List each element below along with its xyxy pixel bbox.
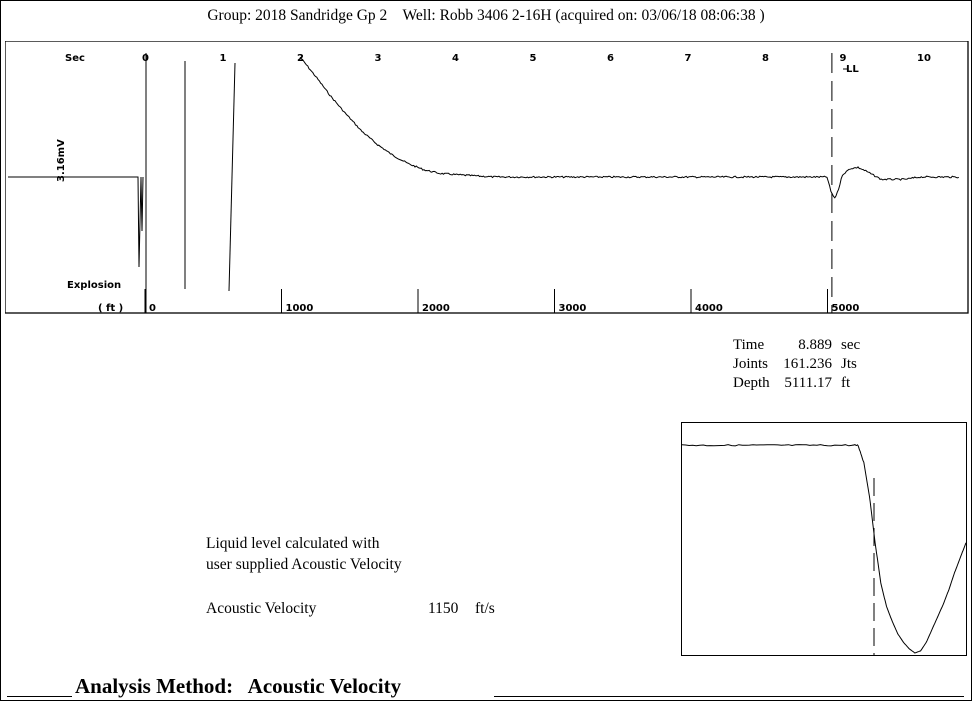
explosion-line-2 [228, 62, 236, 292]
sec-tick-label: 4 [452, 53, 459, 64]
analysis-method-footer: Analysis Method: Acoustic Velocity [1, 669, 972, 699]
echometer-trace-chart: 0 1 2 3 4 5 6 7 8 9 10 0 1000 2000 3000 4000 5000 Sec (… [5, 41, 969, 314]
liquid-level-zoom-chart [681, 422, 967, 656]
analysis-method-text: Analysis Method: Acoustic Velocity [75, 674, 402, 698]
ft-tick-label: 1000 [286, 303, 314, 314]
results-readout: Time 8.889 sec Joints 161.236 Jts Depth … [733, 336, 913, 393]
ft-tick-label: 2000 [422, 303, 450, 314]
sec-tick-label: 5 [530, 53, 537, 64]
sec-tick-label: 2 [297, 53, 304, 64]
readout-unit: sec [841, 337, 861, 353]
sec-tick-label: 8 [762, 53, 769, 64]
pre-shot-baseline [8, 176, 144, 268]
chart-frame [5, 41, 969, 314]
readout-row-depth: Depth 5111.17 ft [733, 374, 913, 393]
readout-unit: ft [841, 375, 851, 391]
ft-tick-label: 4000 [695, 303, 723, 314]
ll-label: LL [846, 64, 859, 75]
ft-tick-label: 0 [149, 303, 156, 314]
readout-label: Joints [733, 356, 769, 372]
sec-tick-label: 7 [685, 53, 692, 64]
velocity-unit: ft/s [475, 600, 495, 617]
readout-label: Depth [733, 375, 770, 391]
footer-rule-left [7, 696, 72, 697]
explosion-label: Explosion [67, 280, 121, 291]
readout-value: 8.889 [798, 337, 832, 353]
zoom-trace-line [681, 444, 967, 654]
note-line-1: Liquid level calculated with [206, 535, 380, 552]
velocity-label: Acoustic Velocity [206, 600, 317, 617]
readout-row-time: Time 8.889 sec [733, 336, 913, 355]
sec-tick-label: 3 [375, 53, 382, 64]
sec-tick-label: 6 [607, 53, 614, 64]
readout-value: 161.236 [783, 356, 832, 372]
ft-axis: 0 1000 2000 3000 4000 5000 [144, 289, 860, 314]
sec-tick-label: 10 [917, 53, 931, 64]
y-axis-label: 3.16mV [56, 139, 67, 182]
readout-label: Time [733, 337, 765, 353]
acoustic-velocity-row: Acoustic Velocity 1150 ft/s [206, 600, 495, 618]
trace-layer [8, 53, 959, 313]
report-header: Group: 2018 Sandridge Gp 2 Well: Robb 34… [207, 7, 765, 24]
readout-row-joints: Joints 161.236 Jts [733, 355, 913, 374]
readout-unit: Jts [841, 356, 857, 372]
footer-rule-right [494, 696, 964, 697]
zoom-trace-layer [681, 444, 967, 654]
readout-value: 5111.17 [784, 375, 832, 391]
calculation-note: Liquid level calculated with user suppli… [206, 533, 402, 575]
sec-axis: 0 1 2 3 4 5 6 7 8 9 10 [142, 53, 931, 64]
zoom-trace-svg [681, 444, 967, 655]
acoustic-trace [299, 56, 959, 199]
ft-axis-label: ( ft ) [98, 303, 123, 314]
sec-tick-label: 1 [220, 53, 227, 64]
note-line-2: user supplied Acoustic Velocity [206, 556, 402, 573]
ft-tick-label: 5000 [832, 303, 860, 314]
sec-axis-label: Sec [65, 53, 85, 64]
velocity-value: 1150 [428, 600, 459, 617]
ft-tick-label: 3000 [559, 303, 587, 314]
sec-tick-label: 9 [840, 53, 847, 64]
